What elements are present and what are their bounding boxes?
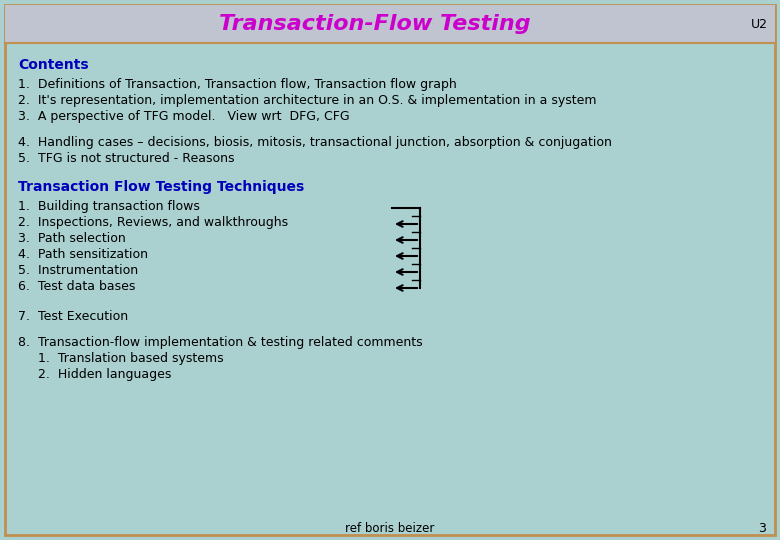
Text: Contents: Contents	[18, 58, 89, 72]
Text: 6.  Test data bases: 6. Test data bases	[18, 280, 136, 293]
Text: 4.  Path sensitization: 4. Path sensitization	[18, 248, 148, 261]
Text: 2.  Hidden languages: 2. Hidden languages	[38, 368, 172, 381]
Text: 8.  Transaction-flow implementation & testing related comments: 8. Transaction-flow implementation & tes…	[18, 336, 423, 349]
Text: Transaction Flow Testing Techniques: Transaction Flow Testing Techniques	[18, 180, 304, 194]
Text: 3: 3	[758, 522, 766, 535]
Text: ref boris beizer: ref boris beizer	[346, 522, 434, 535]
Text: 2.  Inspections, Reviews, and walkthroughs: 2. Inspections, Reviews, and walkthrough…	[18, 216, 288, 229]
Text: 1.  Translation based systems: 1. Translation based systems	[38, 352, 224, 365]
Text: U2: U2	[751, 17, 768, 30]
Text: 5.  TFG is not structured - Reasons: 5. TFG is not structured - Reasons	[18, 152, 235, 165]
Text: 1.  Definitions of Transaction, Transaction flow, Transaction flow graph: 1. Definitions of Transaction, Transacti…	[18, 78, 457, 91]
Text: 1.  Building transaction flows: 1. Building transaction flows	[18, 200, 200, 213]
Bar	[5, 5, 775, 43]
Text: 2.  It's representation, implementation architecture in an O.S. & implementation: 2. It's representation, implementation a…	[18, 94, 597, 107]
Text: 5.  Instrumentation: 5. Instrumentation	[18, 264, 138, 277]
Text: 4.  Handling cases – decisions, biosis, mitosis, transactional junction, absorpt: 4. Handling cases – decisions, biosis, m…	[18, 136, 612, 149]
Text: 7.  Test Execution: 7. Test Execution	[18, 310, 128, 323]
Text: 3.  Path selection: 3. Path selection	[18, 232, 126, 245]
Text: 3.  A perspective of TFG model.   View wrt  DFG, CFG: 3. A perspective of TFG model. View wrt …	[18, 110, 349, 123]
Text: Transaction-Flow Testing: Transaction-Flow Testing	[218, 14, 530, 34]
